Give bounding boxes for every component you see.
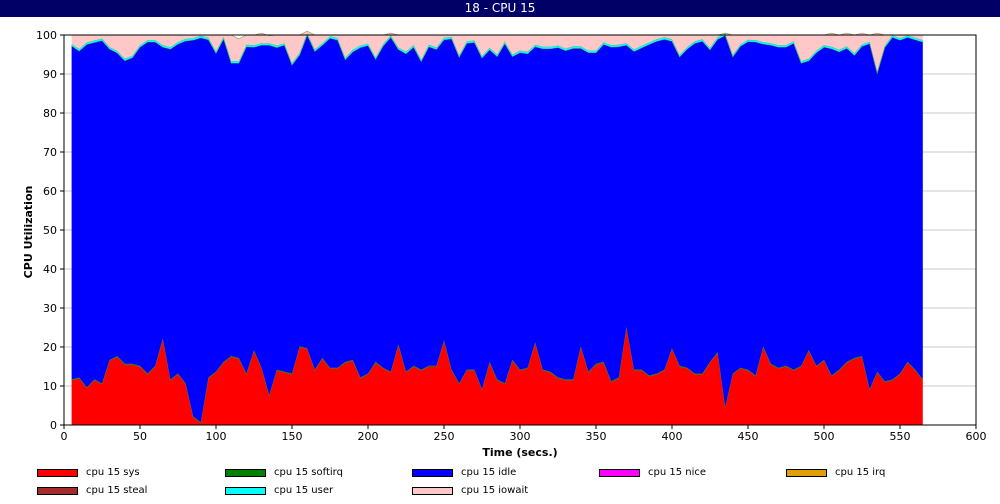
x-tick-label: 250: [434, 430, 455, 443]
y-tick-label: 90: [43, 68, 57, 81]
legend-swatch: [412, 487, 453, 495]
x-tick-label: 400: [662, 430, 683, 443]
x-tick-label: 450: [738, 430, 759, 443]
legend-label: cpu 15 iowait: [461, 485, 529, 496]
legend-label: cpu 15 softirq: [274, 467, 343, 478]
window-title: 18 - CPU 15: [0, 0, 1000, 17]
area-cpu-15-iowait: [71, 31, 923, 72]
y-tick-label: 50: [43, 224, 57, 237]
legend-swatch: [599, 469, 640, 477]
legend-label: cpu 15 sys: [86, 467, 140, 478]
legend-label: cpu 15 irq: [835, 467, 886, 478]
x-tick-label: 50: [133, 430, 147, 443]
x-tick-label: 500: [814, 430, 835, 443]
x-tick-label: 150: [282, 430, 303, 443]
x-tick-label: 100: [206, 430, 227, 443]
legend-swatch: [225, 469, 266, 477]
x-axis-label: Time (secs.): [482, 446, 557, 459]
y-tick-label: 40: [43, 263, 57, 276]
legend-label: cpu 15 steal: [86, 485, 148, 496]
series-areas: [71, 30, 924, 425]
x-tick-label: 200: [358, 430, 379, 443]
x-tick-label: 350: [586, 430, 607, 443]
legend-swatch: [225, 487, 266, 495]
y-tick-label: 70: [43, 146, 57, 159]
legend-label: cpu 15 idle: [461, 467, 517, 478]
legend: cpu 15 sys cpu 15 softirq cpu 15 idle cpu 1…: [0, 463, 1000, 504]
y-tick-label: 100: [36, 29, 57, 42]
legend-swatch: [412, 469, 453, 477]
axis-ticks: 0 10 20 30 40 50 60 70 80 90 100 0 50 100 150 200 250 300…: [36, 29, 987, 443]
x-tick-label: 600: [966, 430, 987, 443]
legend-label: cpu 15 user: [274, 485, 334, 496]
legend-swatch: [786, 469, 827, 477]
legend-swatch: [37, 487, 78, 495]
cpu-utilization-chart: 0 10 20 30 40 50 60 70 80 90 100 0 50 100 150 200 250 300…: [22, 29, 987, 459]
legend-swatch: [37, 469, 78, 477]
y-tick-label: 0: [50, 419, 57, 432]
y-tick-label: 30: [43, 302, 57, 315]
legend-label: cpu 15 nice: [648, 467, 707, 478]
y-tick-label: 20: [43, 341, 57, 354]
x-tick-label: 550: [890, 430, 911, 443]
y-tick-label: 60: [43, 185, 57, 198]
x-tick-label: 300: [510, 430, 531, 443]
y-tick-label: 80: [43, 107, 57, 120]
area-cpu-15-sys: [71, 327, 923, 425]
y-axis-label: CPU Utilization: [22, 186, 35, 279]
x-tick-label: 0: [61, 430, 68, 443]
area-cpu-15-idle: [71, 35, 923, 423]
y-tick-label: 10: [43, 380, 57, 393]
